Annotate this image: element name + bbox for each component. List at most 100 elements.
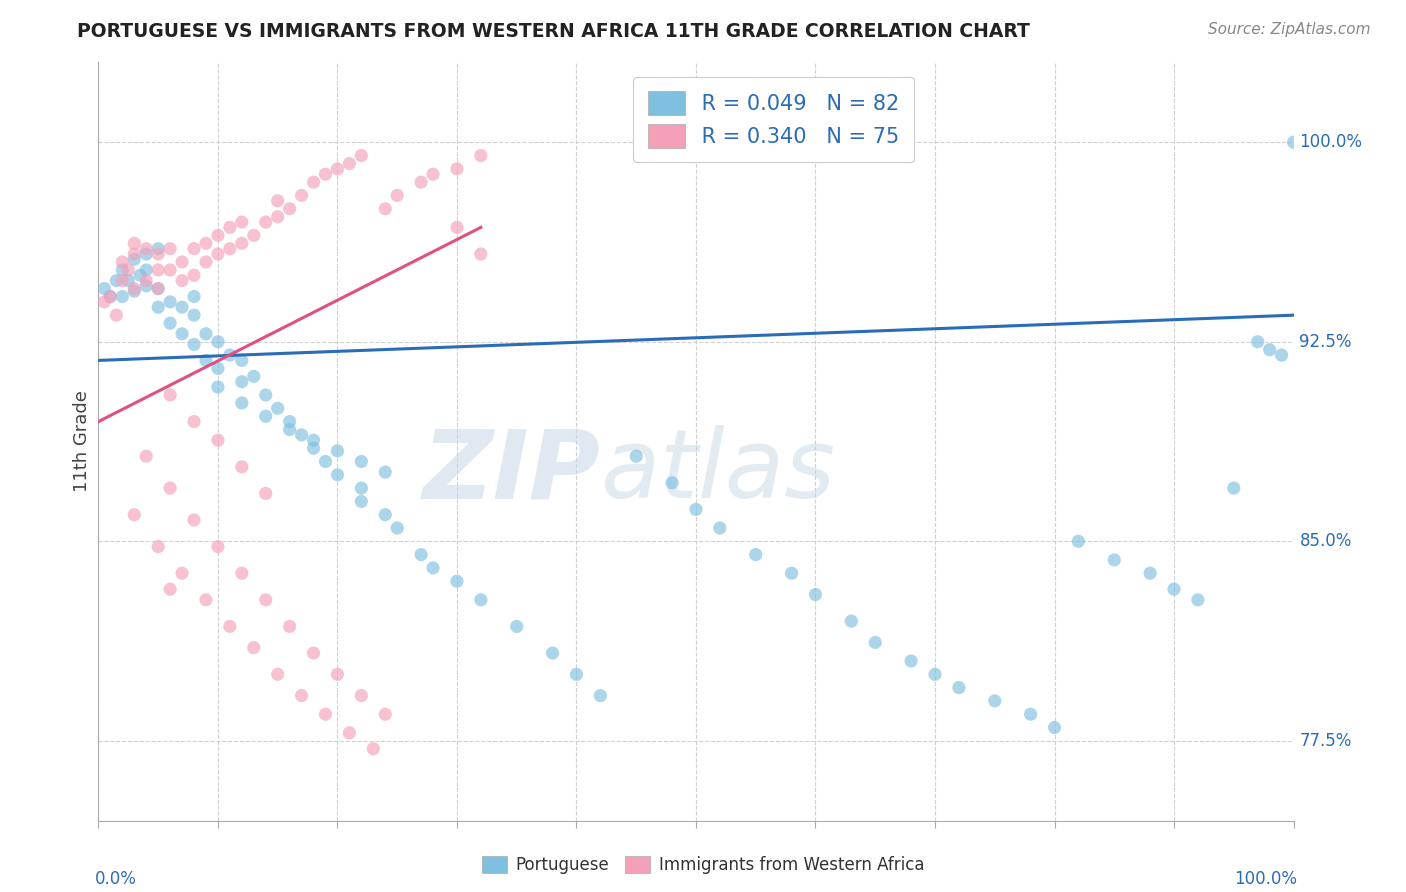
Point <box>231 459 253 474</box>
Point <box>709 521 731 535</box>
Point <box>183 308 205 322</box>
Point <box>1271 348 1294 362</box>
Point <box>267 194 290 208</box>
Point <box>470 148 492 162</box>
Point <box>243 640 266 655</box>
Point <box>254 388 277 402</box>
Point <box>326 443 349 458</box>
Point <box>207 334 229 349</box>
Point <box>446 574 468 589</box>
Point <box>685 502 707 516</box>
Point <box>315 454 337 468</box>
Point <box>172 255 194 269</box>
Point <box>195 592 218 607</box>
Text: 77.5%: 77.5% <box>1299 731 1353 750</box>
Point <box>1282 135 1305 149</box>
Point <box>159 263 181 277</box>
Point <box>124 247 146 261</box>
Point <box>385 521 409 535</box>
Point <box>124 508 146 522</box>
Point <box>565 667 588 681</box>
Text: 0.0%: 0.0% <box>94 870 136 888</box>
Text: PORTUGUESE VS IMMIGRANTS FROM WESTERN AFRICA 11TH GRADE CORRELATION CHART: PORTUGUESE VS IMMIGRANTS FROM WESTERN AF… <box>77 22 1031 41</box>
Point <box>291 689 314 703</box>
Point <box>111 289 134 303</box>
Point <box>195 255 218 269</box>
Point <box>278 619 301 633</box>
Point <box>1043 721 1066 735</box>
Point <box>315 707 337 722</box>
Point <box>411 175 433 189</box>
Point <box>254 215 277 229</box>
Point <box>183 242 205 256</box>
Point <box>291 428 314 442</box>
Point <box>385 188 409 202</box>
Point <box>363 741 385 756</box>
Point <box>159 316 181 330</box>
Point <box>302 175 325 189</box>
Point <box>207 247 229 261</box>
Point <box>350 454 373 468</box>
Text: 92.5%: 92.5% <box>1299 333 1353 351</box>
Point <box>183 268 205 283</box>
Point <box>183 289 205 303</box>
Point <box>98 289 122 303</box>
Point <box>339 156 361 170</box>
Point <box>243 228 266 243</box>
Point <box>661 475 683 490</box>
Point <box>745 548 768 562</box>
Point <box>183 415 205 429</box>
Point <box>219 242 242 256</box>
Point <box>207 361 229 376</box>
Legend: Portuguese, Immigrants from Western Africa: Portuguese, Immigrants from Western Afri… <box>475 849 931 881</box>
Point <box>231 215 253 229</box>
Point <box>267 401 290 416</box>
Point <box>374 707 396 722</box>
Point <box>302 646 325 660</box>
Point <box>374 508 396 522</box>
Point <box>865 635 887 649</box>
Point <box>315 167 337 181</box>
Text: Source: ZipAtlas.com: Source: ZipAtlas.com <box>1208 22 1371 37</box>
Point <box>98 289 122 303</box>
Point <box>148 242 170 256</box>
Point <box>506 619 529 633</box>
Point <box>195 236 218 251</box>
Point <box>374 465 396 479</box>
Point <box>148 300 170 314</box>
Point <box>267 667 290 681</box>
Point <box>135 263 157 277</box>
Point <box>111 274 134 288</box>
Text: 100.0%: 100.0% <box>1234 870 1298 888</box>
Point <box>948 681 970 695</box>
Legend:  R = 0.049   N = 82,  R = 0.340   N = 75: R = 0.049 N = 82, R = 0.340 N = 75 <box>633 77 914 162</box>
Point <box>350 148 373 162</box>
Point <box>422 167 444 181</box>
Point <box>278 423 301 437</box>
Point <box>148 540 170 554</box>
Point <box>172 274 194 288</box>
Point <box>1223 481 1246 495</box>
Point <box>411 548 433 562</box>
Point <box>446 161 468 176</box>
Point <box>924 667 946 681</box>
Point <box>148 247 170 261</box>
Point <box>195 353 218 368</box>
Point <box>254 592 277 607</box>
Text: atlas: atlas <box>600 425 835 518</box>
Point <box>780 566 803 581</box>
Point <box>1139 566 1161 581</box>
Point <box>172 566 194 581</box>
Point <box>159 582 181 597</box>
Point <box>207 540 229 554</box>
Point <box>900 654 922 668</box>
Point <box>278 202 301 216</box>
Point <box>291 188 314 202</box>
Point <box>1247 334 1270 349</box>
Point <box>231 566 253 581</box>
Text: 100.0%: 100.0% <box>1299 133 1362 152</box>
Point <box>1104 553 1126 567</box>
Point <box>117 274 139 288</box>
Point <box>1258 343 1281 357</box>
Point <box>207 228 229 243</box>
